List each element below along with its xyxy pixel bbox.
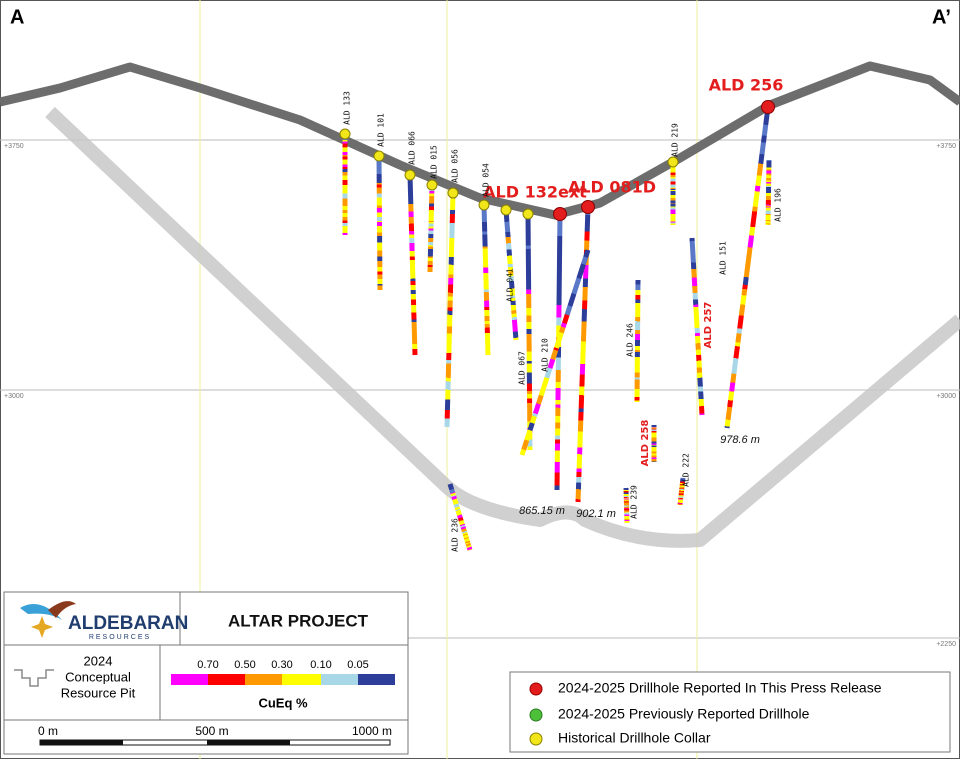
drillhole-label: ALD 151: [719, 241, 728, 275]
drillhole-trace: [554, 213, 563, 491]
drillhole-trace: [407, 174, 418, 356]
drillhole-trace: [765, 159, 772, 226]
drillhole-label: ALD 236: [451, 518, 460, 552]
elevation-label: +3750: [4, 143, 24, 150]
drillhole-trace: [519, 249, 591, 456]
collar-reported: [553, 207, 567, 221]
drillhole-trace: [689, 237, 705, 416]
scale-label: 0.30: [271, 659, 292, 671]
drillhole-trace: [677, 477, 686, 506]
drillhole-label: ALD 210: [541, 338, 550, 372]
distance-label: 0 m: [38, 724, 58, 738]
collar-reported: [761, 100, 775, 114]
drillhole-label: ALD 081D: [568, 178, 656, 197]
drillhole-label: ALD 101: [377, 113, 386, 147]
drillhole-trace: [481, 204, 491, 356]
legend-entry: 2024-2025 Drillhole Reported In This Pre…: [558, 680, 882, 696]
drillhole-label: ALD 239: [630, 485, 639, 519]
collar-historical: [447, 187, 459, 199]
pit-label: Conceptual: [65, 669, 131, 684]
drillhole-trace: [623, 487, 630, 524]
drillhole-trace: [724, 106, 771, 429]
scale-title: CuEq %: [258, 695, 308, 710]
drillhole-label: ALD 258: [640, 420, 651, 467]
collar-historical: [404, 169, 416, 181]
drillhole-label: ALD 222: [682, 453, 691, 487]
distance-label: 500 m: [195, 724, 228, 738]
drillhole-trace: [444, 192, 456, 428]
distance-label: 1000 m: [352, 724, 392, 738]
legend: 2024-2025 Drillhole Reported In This Pre…: [509, 671, 951, 753]
elevation-label: +3750: [936, 143, 956, 150]
drillhole-label: ALD 066: [408, 131, 417, 165]
depth-label: 865.15 m: [519, 505, 565, 517]
depth-label: 902.1 m: [576, 508, 616, 520]
collar-historical: [426, 179, 438, 191]
depth-label: 978.6 m: [720, 434, 760, 446]
drillhole-trace: [427, 184, 435, 273]
legend-entry: Historical Drillhole Collar: [558, 730, 711, 746]
drillhole-label: ALD 196: [774, 188, 783, 222]
scale-label: 0.10: [310, 659, 331, 671]
collar-historical: [339, 128, 351, 140]
drillhole-trace: [525, 213, 533, 451]
drillhole-trace: [376, 155, 383, 291]
topography: [0, 61, 960, 220]
drillhole-label: ALD 256: [709, 76, 784, 95]
collar-historical: [522, 208, 534, 220]
section-end: A’: [932, 6, 951, 28]
collar-historical: [478, 199, 490, 211]
drillhole-label: ALD 056: [451, 149, 460, 183]
drillhole-label: ALD 054: [482, 163, 491, 197]
elevation-label: +3000: [936, 393, 956, 400]
drillhole-label: ALD 133: [343, 91, 352, 125]
drillhole-trace: [503, 209, 519, 341]
pit-label: 2024: [84, 653, 113, 668]
collar-historical: [373, 150, 385, 162]
legend-entry: 2024-2025 Previously Reported Drillhole: [558, 706, 810, 722]
company-tagline: RESOURCES: [89, 634, 151, 641]
section-start: A: [10, 6, 24, 28]
drillhole-label: ALD 219: [671, 123, 680, 157]
collar-historical: [667, 156, 679, 168]
collar-reported: [581, 200, 595, 214]
company-name: ALDEBARAN: [68, 613, 188, 634]
drillhole-label: ALD 067: [518, 351, 527, 385]
title-panel: ALDEBARAN RESOURCES ALTAR PROJECT 2024 C…: [3, 591, 409, 755]
project-title: ALTAR PROJECT: [228, 611, 369, 630]
drillhole-trace: [634, 279, 641, 403]
drillhole-label: ALD 041: [506, 268, 515, 302]
drillhole-label: ALD 015: [430, 145, 439, 179]
resource-pit: [45, 106, 960, 548]
scale-label: 0.05: [347, 659, 368, 671]
elevation-label: +2250: [936, 641, 956, 648]
drillhole-label: ALD 246: [626, 323, 635, 357]
elevation-label: +3000: [4, 393, 24, 400]
drillhole-label: ALD 257: [703, 302, 714, 349]
drillhole-label: ALD 132ext: [483, 183, 587, 202]
scale-label: 0.50: [234, 659, 255, 671]
collar-historical: [500, 204, 512, 216]
drillhole-trace: [447, 483, 473, 551]
scale-label: 0.70: [197, 659, 218, 671]
pit-label: Resource Pit: [61, 685, 136, 700]
